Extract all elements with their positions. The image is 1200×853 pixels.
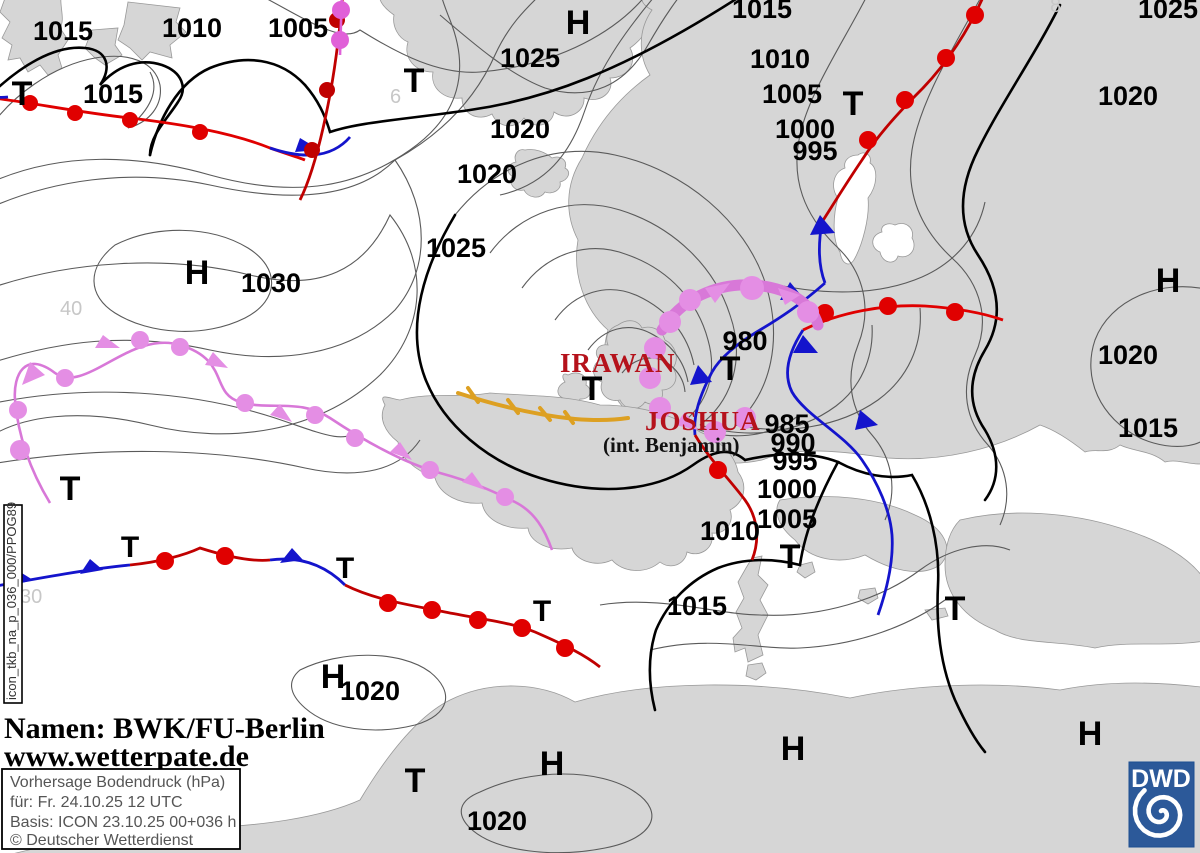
svg-text:Vorhersage Bodendruck (hPa): Vorhersage Bodendruck (hPa) [10, 774, 225, 791]
svg-text:6: 6 [390, 86, 401, 108]
svg-text:T: T [780, 538, 801, 576]
svg-text:H: H [321, 658, 346, 696]
svg-text:1025: 1025 [1138, 0, 1198, 24]
svg-text:1005: 1005 [762, 79, 822, 109]
svg-text:T: T [336, 552, 354, 585]
svg-text:(int. Benjamin): (int. Benjamin) [603, 433, 740, 457]
svg-text:T: T [533, 595, 551, 628]
svg-text:für: Fr. 24.10.25 12 UTC: für: Fr. 24.10.25 12 UTC [10, 794, 183, 811]
svg-text:T: T [60, 470, 81, 508]
svg-text:1015: 1015 [732, 0, 792, 24]
svg-text:T: T [405, 762, 426, 800]
svg-text:icon_tkb_na_p_036_000/PPOG89: icon_tkb_na_p_036_000/PPOG89 [4, 502, 19, 700]
svg-text:DWD: DWD [1131, 765, 1191, 793]
svg-text:T: T [12, 75, 33, 113]
svg-text:H: H [1156, 262, 1181, 300]
svg-text:1030: 1030 [241, 268, 301, 298]
svg-text:40: 40 [60, 298, 82, 320]
svg-text:1015: 1015 [1118, 413, 1178, 443]
svg-text:T: T [121, 531, 139, 564]
svg-text:1010: 1010 [750, 44, 810, 74]
svg-text:© Deutscher Wetterdienst: © Deutscher Wetterdienst [10, 832, 194, 849]
svg-text:H: H [185, 254, 210, 292]
svg-text:1010: 1010 [162, 13, 222, 43]
svg-text:1020: 1020 [340, 676, 400, 706]
svg-text:T: T [404, 62, 425, 100]
svg-text:JOSHUA: JOSHUA [645, 406, 761, 436]
svg-text:H: H [540, 745, 565, 783]
svg-text:1025: 1025 [426, 233, 486, 263]
svg-text:IRAWAN: IRAWAN [560, 348, 676, 378]
svg-text:1015: 1015 [33, 16, 93, 46]
svg-text:1020: 1020 [467, 806, 527, 836]
svg-text:1015: 1015 [667, 591, 727, 621]
svg-text:H: H [781, 730, 806, 768]
svg-text:T: T [720, 350, 741, 388]
svg-text:T: T [945, 590, 966, 628]
svg-text:995: 995 [792, 136, 837, 166]
svg-text:1020: 1020 [1098, 81, 1158, 111]
svg-text:1020: 1020 [457, 159, 517, 189]
svg-text:1005: 1005 [757, 504, 817, 534]
svg-text:H: H [566, 4, 591, 42]
svg-text:1000: 1000 [757, 474, 817, 504]
svg-text:Basis: ICON 23.10.25 00+036 h: Basis: ICON 23.10.25 00+036 h [10, 814, 236, 831]
svg-text:1025: 1025 [500, 43, 560, 73]
svg-text:1015: 1015 [83, 79, 143, 109]
svg-text:30: 30 [20, 586, 42, 608]
svg-text:8: 8 [1050, 0, 1061, 17]
svg-text:1020: 1020 [1098, 340, 1158, 370]
svg-text:1005: 1005 [268, 13, 328, 43]
svg-text:1010: 1010 [700, 516, 760, 546]
svg-text:995: 995 [772, 446, 817, 476]
svg-text:T: T [843, 85, 864, 123]
svg-text:www.wetterpate.de: www.wetterpate.de [4, 740, 249, 773]
svg-text:H: H [1078, 715, 1103, 753]
svg-text:1020: 1020 [490, 114, 550, 144]
